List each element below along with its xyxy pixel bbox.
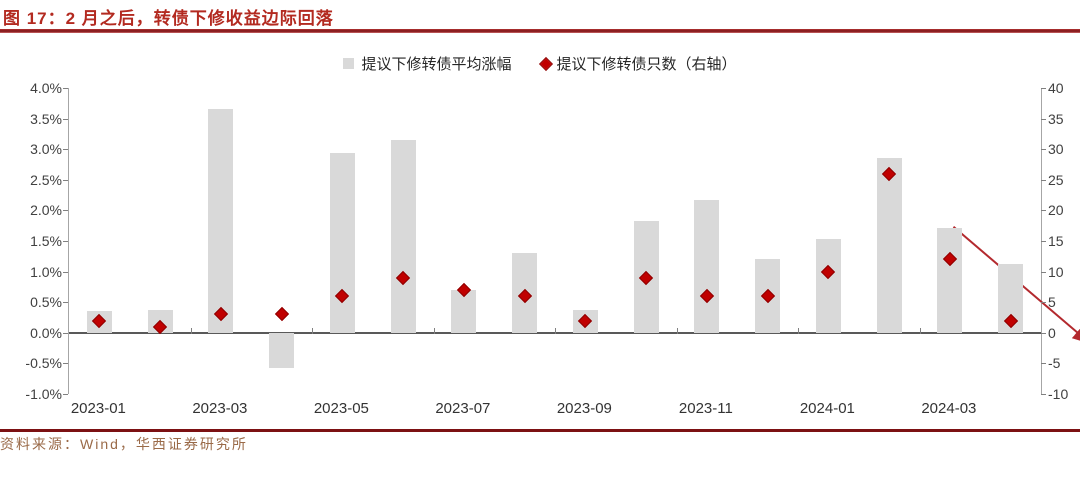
y-axis-tick-mark-right: [1041, 210, 1046, 212]
bar-2024-02: [876, 158, 902, 333]
y-axis-tick-label-left: -0.5%: [25, 355, 62, 372]
bar-2023-04: [269, 332, 295, 368]
y-axis-tick-mark-left: [63, 394, 68, 395]
y-axis-tick-mark-right: [1041, 302, 1046, 304]
y-axis-tick-mark-right: [1041, 179, 1046, 181]
footer-divider-line: [0, 429, 1080, 432]
y-axis-tick-mark-right: [1041, 149, 1046, 151]
x-axis-tick-label: 2023-01: [70, 400, 126, 417]
y-axis-tick-label-left: 2.0%: [30, 202, 62, 219]
title-divider-line: [0, 29, 1080, 33]
y-axis-tick-label-left: 4.0%: [30, 80, 62, 96]
figure-title: 图 17：2 月之后，转债下修收益边际回落: [3, 9, 334, 28]
x-axis-tick-label: 2023-05: [313, 400, 369, 417]
y-axis-tick-label-right: 25: [1048, 171, 1064, 188]
legend-label-count: 提议下修转债只数（右轴）: [556, 56, 737, 73]
x-axis-tick-label: 2023-09: [556, 400, 612, 417]
y-axis-tick-label-right: 15: [1048, 233, 1064, 249]
y-axis-tick-label-left: -1.0%: [25, 386, 62, 402]
y-axis-tick-label-right: 30: [1048, 141, 1064, 158]
bar-series-swatch-icon: [343, 58, 355, 69]
y-axis-tick-mark-left: [63, 88, 68, 89]
y-axis-tick-label-left: 0.0%: [30, 324, 62, 341]
diamond-series-swatch-icon: [538, 56, 553, 71]
bar-2023-05: [329, 153, 355, 333]
y-axis-tick-label-left: 3.5%: [30, 110, 62, 127]
y-axis-tick-label-right: 35: [1048, 110, 1064, 127]
legend-item-avg-gain: 提议下修转债平均涨幅: [343, 53, 512, 74]
y-axis-tick-label-right: -10: [1048, 386, 1069, 402]
x-axis-tick-mark: [676, 327, 678, 334]
y-axis-tick-mark-left: [63, 302, 68, 304]
y-axis-tick-label-right: 20: [1048, 202, 1064, 219]
y-axis-tick-label-left: 1.5%: [30, 233, 62, 249]
y-axis-tick-label-left: 3.0%: [30, 141, 62, 158]
y-axis-tick-mark-left: [63, 149, 68, 151]
bar-2023-06: [390, 140, 416, 333]
source-note: 资料来源：Wind，华西证券研究所: [0, 436, 248, 452]
bar-2024-03: [937, 227, 963, 333]
x-axis-tick-mark: [312, 327, 313, 334]
x-axis-tick-label: 2024-03: [921, 400, 977, 417]
bar-2024-01: [815, 239, 841, 333]
y-axis-tick-label-right: 5: [1048, 294, 1056, 311]
report-figure: 图 17：2 月之后，转债下修收益边际回落 提议下修转债平均涨幅 提议下修转债只…: [0, 9, 1080, 452]
y-axis-tick-mark-left: [63, 118, 68, 120]
bar-2023-03: [208, 109, 234, 333]
y-axis-tick-mark-left: [63, 363, 68, 365]
x-axis-tick-mark: [555, 327, 556, 334]
y-axis-tick-label-right: 0: [1048, 324, 1056, 341]
y-axis-tick-mark-left: [63, 241, 68, 242]
y-axis-tick-mark-right: [1041, 332, 1046, 334]
chart-legend: 提议下修转债平均涨幅 提议下修转债只数（右轴）: [0, 53, 1080, 74]
y-axis-tick-mark-left: [63, 271, 68, 273]
y-axis-tick-label-right: 40: [1048, 80, 1064, 96]
y-axis-tick-mark-right: [1041, 363, 1046, 365]
x-axis-tick-mark: [798, 327, 799, 334]
x-axis-tick-mark: [919, 327, 921, 334]
y-axis-tick-label-left: 2.5%: [30, 171, 62, 188]
x-axis-tick-label: 2023-03: [192, 400, 248, 417]
y-axis-tick-label-right: -5: [1048, 355, 1061, 372]
y-axis-tick-label-left: 0.5%: [30, 294, 62, 311]
x-axis-tick-mark: [190, 327, 192, 334]
y-axis-tick-label-right: 10: [1048, 263, 1064, 280]
y-axis-tick-mark-right: [1041, 118, 1046, 120]
y-axis-tick-label-left: 1.0%: [30, 263, 62, 280]
bar-2023-07: [451, 289, 477, 333]
legend-label-avg-gain: 提议下修转债平均涨幅: [361, 56, 512, 73]
x-axis-tick-mark: [433, 327, 435, 334]
y-axis-tick-mark-left: [63, 332, 68, 334]
x-axis-tick-label: 2023-07: [435, 400, 491, 417]
legend-item-count: 提议下修转债只数（右轴）: [538, 53, 737, 74]
y-axis-tick-mark-right: [1041, 241, 1046, 242]
bar-2023-11: [694, 199, 720, 333]
y-axis-tick-mark-right: [1041, 88, 1046, 89]
x-axis-tick-label: 2024-01: [799, 400, 855, 417]
y-axis-tick-mark-left: [63, 179, 68, 181]
plot-area: [68, 88, 1080, 394]
x-axis-tick-label: 2023-11: [678, 400, 733, 417]
y-axis-tick-mark-left: [63, 210, 68, 212]
y-axis-tick-mark-right: [1041, 271, 1046, 273]
y-axis-tick-mark-right: [1041, 394, 1046, 395]
